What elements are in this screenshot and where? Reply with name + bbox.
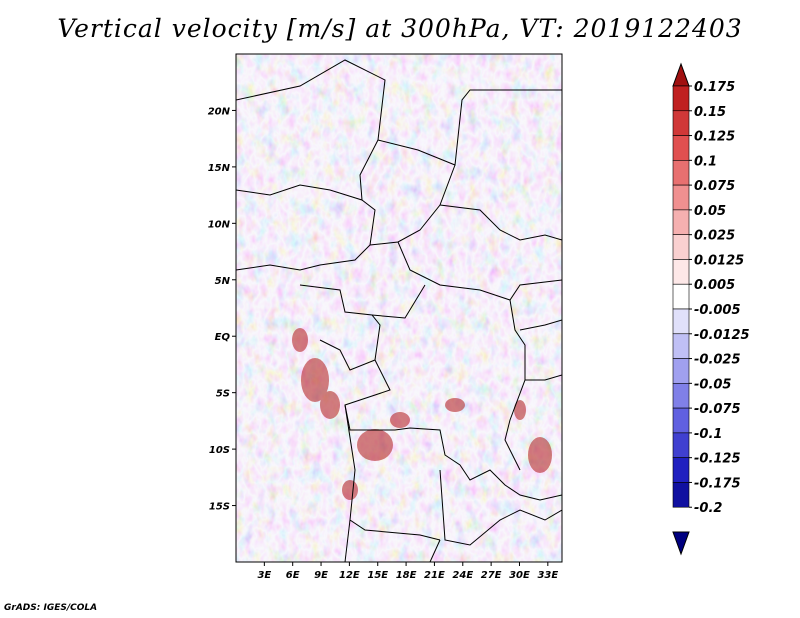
colorbar-segment (672, 482, 690, 508)
lat-tick-label: 10N (208, 219, 231, 230)
colorbar-label: 0.075 (694, 179, 735, 194)
colorbar-label: -0.1 (694, 427, 722, 442)
chart-title: Vertical velocity [m/s] at 300hPa, VT: 2… (57, 14, 743, 43)
colorbar-label: -0.05 (694, 377, 731, 392)
lat-tick-label: 20N (208, 106, 231, 117)
colorbar-segment (672, 234, 690, 260)
footer-credit: GrADS: IGES/COLA (4, 603, 98, 613)
colorbar-label: -0.175 (694, 476, 741, 491)
colorbar-segment (672, 283, 690, 310)
colorbar-label: -0.075 (694, 402, 741, 417)
colorbar-bottom-arrow (672, 531, 690, 556)
lon-tick-label: 9E (314, 570, 328, 581)
colorbar-label: -0.2 (694, 501, 722, 516)
colorbar-segment (672, 407, 690, 434)
colorbar-segment (672, 110, 690, 136)
lat-tick-label: 5S (216, 389, 230, 400)
colorbar-segment (672, 308, 690, 335)
lon-tick-label: 3E (257, 570, 271, 581)
latitude-axis: 20N 15N 10N 5N EQ 5S 10S 15S (208, 106, 236, 513)
colorbar-label: 0.025 (694, 229, 735, 244)
colorbar-segment (672, 259, 690, 285)
colorbar-label: 0.05 (694, 204, 726, 219)
lat-tick-label: 10S (209, 445, 230, 456)
colorbar-segment (672, 358, 690, 384)
colorbar-segment (672, 432, 690, 458)
colorbar-segment (672, 184, 690, 211)
colorbar-label: -0.125 (694, 452, 741, 467)
lon-tick-label: 21E (424, 570, 445, 581)
lat-tick-label: 5N (215, 276, 231, 287)
map-plot-area (236, 54, 562, 562)
colorbar-label: 0.175 (694, 80, 735, 95)
colorbar-segment (672, 209, 690, 235)
colorbar-label: -0.0125 (694, 328, 750, 343)
colorbar-label: 0.15 (694, 105, 726, 120)
lon-tick-label: 24E (452, 570, 473, 581)
lon-tick-label: 30E (509, 570, 530, 581)
colorbar-segment (672, 333, 690, 359)
colorbar-top-arrow (672, 62, 690, 87)
colorbar-segment (672, 135, 690, 161)
lon-tick-label: 12E (339, 570, 360, 581)
country-boundaries (236, 59, 562, 562)
lon-tick-label: 27E (481, 570, 502, 581)
lat-tick-label: 15S (209, 502, 230, 513)
lon-tick-label: 6E (286, 570, 300, 581)
colorbar-segment (672, 383, 690, 409)
lon-tick-label: 15E (367, 570, 388, 581)
colorbar-label: -0.025 (694, 353, 741, 368)
lon-tick-label: 18E (396, 570, 417, 581)
lon-tick-label: 33E (537, 570, 558, 581)
colorbar-segment (672, 160, 690, 186)
colorbar-label: -0.005 (694, 303, 741, 318)
map-frame (235, 53, 563, 563)
colorbar-label: 0.0125 (694, 253, 744, 268)
colorbar-segment (672, 457, 690, 483)
colorbar-label: 0.125 (694, 130, 735, 145)
colorbar-segment (672, 85, 690, 112)
lat-tick-label: EQ (215, 332, 231, 343)
lat-tick-label: 15N (208, 163, 231, 174)
longitude-axis: 3E 6E 9E 12E 15E 18E 21E 24E 27E 30E 33E (257, 562, 558, 581)
colorbar: 0.175 0.15 0.125 0.1 0.075 0.05 0.025 0.0125 0.0… (672, 62, 750, 556)
colorbar-label: 0.1 (694, 154, 717, 169)
colorbar-label: 0.005 (694, 278, 735, 293)
